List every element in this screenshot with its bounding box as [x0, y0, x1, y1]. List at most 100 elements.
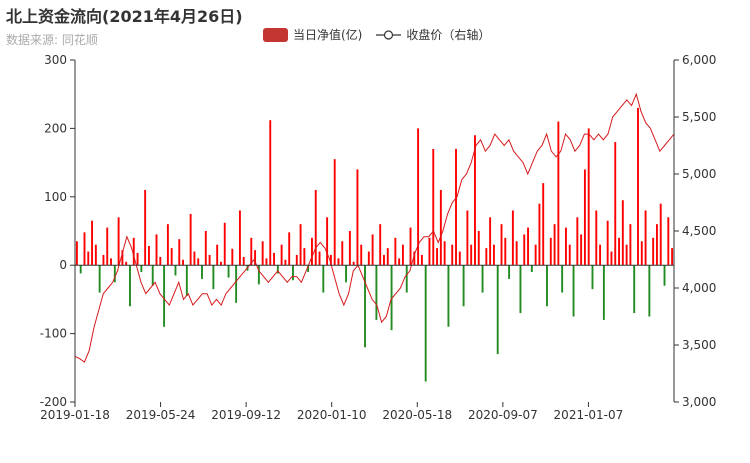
net-flow-bar	[655, 224, 658, 266]
net-flow-bar	[455, 148, 457, 266]
net-flow-bar	[420, 254, 423, 266]
net-flow-bar	[204, 231, 207, 266]
net-flow-bar	[489, 217, 492, 266]
net-flow-bar	[364, 265, 366, 348]
net-flow-bar	[223, 222, 226, 266]
net-flow-bar	[534, 244, 537, 266]
net-flow-bar	[295, 254, 298, 266]
net-flow-bar	[185, 265, 188, 296]
net-flow-bar	[462, 265, 465, 307]
net-flow-bar	[117, 217, 120, 266]
net-flow-bar	[292, 265, 294, 281]
net-flow-bar	[659, 203, 662, 266]
net-flow-bar	[83, 232, 86, 266]
net-flow-bar	[587, 128, 590, 266]
net-flow-bar	[125, 261, 128, 266]
net-flow-bar	[231, 248, 234, 266]
net-flow-bar	[553, 224, 556, 266]
net-flow-bar	[379, 224, 382, 266]
net-flow-bar	[417, 128, 420, 266]
net-flow-bar	[390, 265, 393, 331]
net-flow-bar	[250, 237, 253, 266]
net-flow-bar	[538, 203, 541, 266]
net-flow-bar	[91, 220, 94, 266]
net-flow-bar	[356, 169, 359, 266]
net-flow-bar	[329, 254, 332, 266]
net-flow-bar	[144, 189, 147, 266]
net-flow-bar	[348, 231, 351, 266]
net-flow-bar	[667, 217, 670, 266]
legend-label-net-flow: 当日净值(亿)	[293, 28, 363, 42]
net-flow-bar	[254, 250, 257, 266]
net-flow-bar	[208, 254, 211, 266]
net-flow-bar	[648, 265, 651, 317]
net-flow-bar	[79, 265, 82, 274]
net-flow-bar	[110, 258, 112, 266]
net-flow-bar	[269, 120, 272, 266]
net-flow-bar	[345, 265, 348, 283]
net-flow-bar	[261, 241, 264, 266]
net-flow-bar	[633, 265, 636, 314]
net-flow-bar	[557, 121, 560, 266]
net-flow-bar	[303, 248, 306, 266]
legend-bar-swatch	[263, 27, 288, 42]
net-flow-bar	[618, 237, 620, 266]
net-flow-bar	[606, 220, 609, 266]
net-flow-bar	[470, 244, 473, 266]
net-flow-bar	[322, 265, 325, 293]
net-flow-bar	[284, 259, 287, 266]
net-flow-bar	[599, 244, 602, 266]
net-flow-bar	[178, 239, 181, 266]
net-flow-bar	[580, 234, 583, 266]
net-flow-bar	[496, 265, 499, 355]
net-flow-bar	[371, 234, 374, 266]
net-flow-bar	[383, 254, 385, 266]
net-flow-bar	[652, 237, 655, 266]
net-flow-bar	[132, 237, 135, 266]
net-flow-bar	[492, 244, 495, 266]
net-flow-bar	[242, 256, 245, 266]
net-flow-bar	[398, 258, 401, 266]
left-axis-tick-label: -100	[40, 327, 67, 341]
net-flow-bar	[189, 213, 192, 266]
net-flow-bar	[583, 169, 586, 266]
x-axis-tick-label: 2019-09-12	[211, 408, 281, 422]
net-flow-bar	[75, 241, 78, 266]
net-flow-bar	[280, 244, 283, 266]
net-flow-bar	[481, 265, 484, 293]
right-axis-tick-label: 5,500	[682, 110, 716, 124]
net-flow-bar	[591, 265, 594, 290]
net-flow-bar	[614, 142, 617, 266]
net-flow-bar	[193, 251, 196, 266]
net-flow-bar	[485, 248, 488, 266]
net-flow-bar	[106, 227, 109, 266]
x-axis-tick-label: 2020-09-07	[468, 408, 538, 422]
net-flow-bar	[352, 261, 355, 266]
net-flow-bar	[424, 265, 427, 382]
right-axis-tick-label: 4,000	[682, 281, 716, 295]
net-flow-bar	[182, 259, 184, 266]
net-flow-bar	[94, 244, 97, 266]
net-flow-bar	[629, 224, 632, 266]
net-flow-bar	[159, 256, 162, 266]
net-flow-bar	[163, 265, 166, 327]
net-flow-bar	[413, 251, 416, 266]
net-flow-bar	[129, 265, 131, 307]
legend-item-net-flow[interactable]: 当日净值(亿)	[263, 26, 362, 43]
net-flow-bar	[276, 265, 279, 274]
net-flow-bar	[474, 135, 476, 266]
net-flow-bar	[375, 265, 378, 320]
net-flow-bar	[257, 265, 260, 285]
net-flow-bar	[625, 244, 628, 266]
net-flow-bar	[220, 261, 222, 266]
net-flow-bar	[409, 227, 412, 266]
net-flow-bar	[288, 232, 291, 266]
net-flow-bar	[227, 265, 230, 278]
legend-item-close-price[interactable]: 收盘价（右轴）	[376, 26, 490, 43]
net-flow-bar	[663, 265, 666, 286]
net-flow-bar	[595, 210, 598, 266]
net-flow-bar	[333, 159, 336, 266]
net-flow-bar	[671, 248, 674, 266]
net-flow-bar	[527, 227, 529, 266]
net-flow-bar	[311, 237, 313, 266]
